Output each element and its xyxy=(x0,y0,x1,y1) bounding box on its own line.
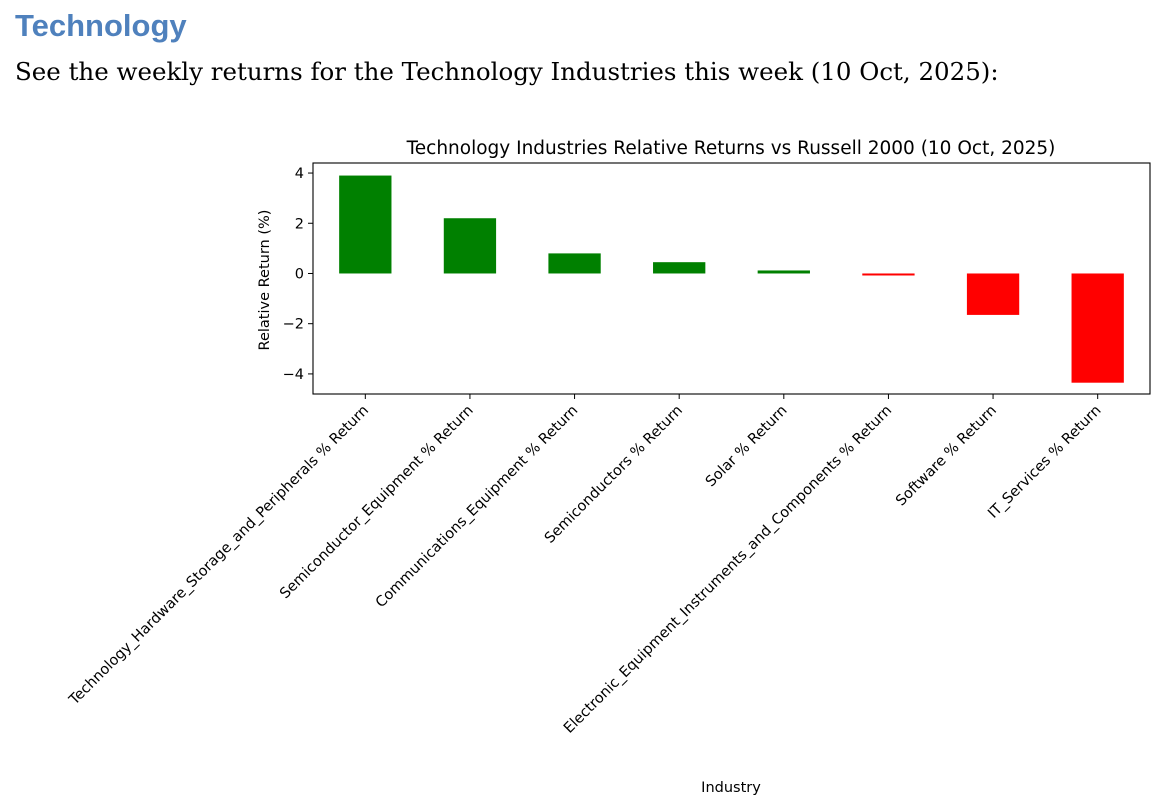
x-tick-label-1: Semiconductor_Equipment % Return xyxy=(277,403,477,603)
bar-7 xyxy=(1071,273,1124,383)
bars-group xyxy=(339,175,1124,383)
x-axis-label: Industry xyxy=(701,780,761,796)
x-tick-label-6: Software % Return xyxy=(893,403,1000,510)
chart-title: Technology Industries Relative Returns v… xyxy=(406,138,1056,159)
y-tick-label-2: 0 xyxy=(295,266,304,282)
bar-5 xyxy=(862,273,915,276)
bar-1 xyxy=(443,218,497,274)
bar-6 xyxy=(966,273,1020,315)
y-tick-label-1: 2 xyxy=(295,216,304,232)
y-tick-label-0: 4 xyxy=(295,166,304,182)
bar-0 xyxy=(339,175,392,274)
plot-area-frame xyxy=(312,162,1151,395)
x-axis-ticks: Technology_Hardware_Storage_and_Peripher… xyxy=(66,394,1105,737)
y-axis-label: Relative Return (%) xyxy=(257,210,273,351)
y-tick-label-4: −4 xyxy=(283,367,304,383)
x-tick-label-2: Communications_Equipment % Return xyxy=(373,403,582,612)
bar-3 xyxy=(653,262,706,274)
x-tick-label-7: IT_Services % Return xyxy=(985,403,1104,522)
y-axis-ticks: 4 2 0 −2 −4 xyxy=(283,166,313,383)
intro-text: See the weekly returns for the Technolog… xyxy=(15,57,999,86)
y-tick-label-3: −2 xyxy=(283,317,304,333)
x-tick-label-4: Solar % Return xyxy=(703,403,791,491)
section-heading: Technology xyxy=(15,8,187,43)
bar-4 xyxy=(757,270,810,274)
bar-2 xyxy=(548,253,601,274)
